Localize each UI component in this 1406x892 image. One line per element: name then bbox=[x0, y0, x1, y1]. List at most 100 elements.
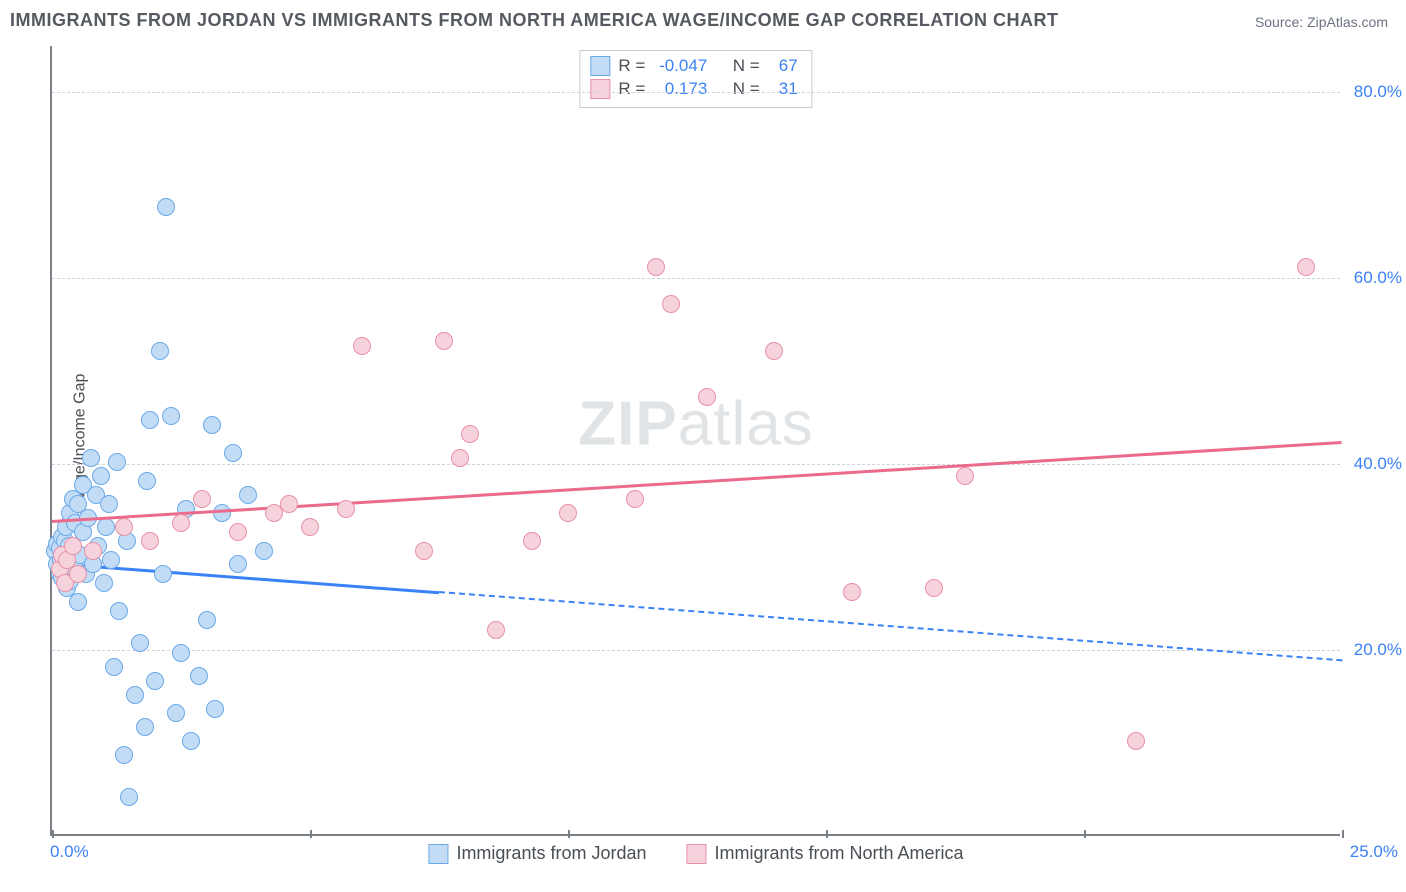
data-point bbox=[239, 486, 257, 504]
y-tick-label: 80.0% bbox=[1346, 82, 1402, 102]
data-point bbox=[765, 342, 783, 360]
correlation-stats-box: R =-0.047 N =67R =0.173 N =31 bbox=[579, 50, 812, 108]
data-point bbox=[172, 514, 190, 532]
data-point bbox=[167, 704, 185, 722]
trend-line bbox=[52, 441, 1342, 523]
y-tick-label: 20.0% bbox=[1346, 640, 1402, 660]
data-point bbox=[97, 518, 115, 536]
data-point bbox=[415, 542, 433, 560]
data-point bbox=[647, 258, 665, 276]
gridline bbox=[52, 278, 1340, 279]
series-swatch bbox=[590, 79, 610, 99]
data-point bbox=[64, 537, 82, 555]
data-point bbox=[126, 686, 144, 704]
data-point bbox=[162, 407, 180, 425]
gridline bbox=[52, 650, 1340, 651]
y-tick-label: 40.0% bbox=[1346, 454, 1402, 474]
x-tick-label: 25.0% bbox=[1350, 842, 1398, 862]
chart-title: IMMIGRANTS FROM JORDAN VS IMMIGRANTS FRO… bbox=[10, 10, 1058, 31]
data-point bbox=[82, 449, 100, 467]
data-point bbox=[84, 542, 102, 560]
legend-item: Immigrants from Jordan bbox=[428, 843, 646, 864]
x-tick bbox=[310, 830, 312, 838]
data-point bbox=[102, 551, 120, 569]
r-value: 0.173 bbox=[653, 78, 707, 101]
data-point bbox=[206, 700, 224, 718]
data-point bbox=[843, 583, 861, 601]
legend-label: Immigrants from Jordan bbox=[456, 843, 646, 864]
data-point bbox=[662, 295, 680, 313]
data-point bbox=[110, 602, 128, 620]
data-point bbox=[255, 542, 273, 560]
data-point bbox=[95, 574, 113, 592]
n-value: 67 bbox=[768, 55, 798, 78]
data-point bbox=[69, 593, 87, 611]
data-point bbox=[224, 444, 242, 462]
data-point bbox=[559, 504, 577, 522]
data-point bbox=[1297, 258, 1315, 276]
stats-row: R =-0.047 N =67 bbox=[590, 55, 797, 78]
data-point bbox=[203, 416, 221, 434]
r-label: R = bbox=[618, 78, 645, 101]
data-point bbox=[172, 644, 190, 662]
n-value: 31 bbox=[768, 78, 798, 101]
data-point bbox=[115, 746, 133, 764]
data-point bbox=[461, 425, 479, 443]
data-point bbox=[146, 672, 164, 690]
gridline bbox=[52, 92, 1340, 93]
data-point bbox=[523, 532, 541, 550]
data-point bbox=[190, 667, 208, 685]
x-tick bbox=[568, 830, 570, 838]
data-point bbox=[198, 611, 216, 629]
data-point bbox=[229, 523, 247, 541]
data-point bbox=[154, 565, 172, 583]
data-point bbox=[182, 732, 200, 750]
data-point bbox=[157, 198, 175, 216]
x-tick bbox=[52, 830, 54, 838]
data-point bbox=[120, 788, 138, 806]
data-point bbox=[141, 532, 159, 550]
series-swatch bbox=[687, 844, 707, 864]
data-point bbox=[1127, 732, 1145, 750]
n-label: N = bbox=[733, 78, 760, 101]
data-point bbox=[451, 449, 469, 467]
source-link[interactable]: ZipAtlas.com bbox=[1307, 14, 1388, 30]
r-label: R = bbox=[618, 55, 645, 78]
data-point bbox=[925, 579, 943, 597]
x-tick bbox=[1084, 830, 1086, 838]
data-point bbox=[151, 342, 169, 360]
data-point bbox=[301, 518, 319, 536]
data-point bbox=[115, 518, 133, 536]
data-point bbox=[229, 555, 247, 573]
stats-row: R = 0.173 N = 31 bbox=[590, 78, 797, 101]
y-tick-label: 60.0% bbox=[1346, 268, 1402, 288]
data-point bbox=[131, 634, 149, 652]
series-swatch bbox=[590, 56, 610, 76]
data-point bbox=[487, 621, 505, 639]
x-tick bbox=[826, 830, 828, 838]
data-point bbox=[698, 388, 716, 406]
plot-area: Wage/Income Gap ZIPatlas R =-0.047 N =67… bbox=[50, 46, 1340, 836]
data-point bbox=[108, 453, 126, 471]
legend: Immigrants from Jordan Immigrants from No… bbox=[428, 843, 963, 864]
series-swatch bbox=[428, 844, 448, 864]
data-point bbox=[138, 472, 156, 490]
source-prefix: Source: bbox=[1255, 14, 1307, 30]
data-point bbox=[626, 490, 644, 508]
data-point bbox=[353, 337, 371, 355]
data-point bbox=[136, 718, 154, 736]
data-point bbox=[213, 504, 231, 522]
legend-label: Immigrants from North America bbox=[715, 843, 964, 864]
legend-item: Immigrants from North America bbox=[687, 843, 964, 864]
data-point bbox=[280, 495, 298, 513]
n-label: N = bbox=[733, 55, 760, 78]
data-point bbox=[100, 495, 118, 513]
data-point bbox=[69, 565, 87, 583]
chart-container: IMMIGRANTS FROM JORDAN VS IMMIGRANTS FRO… bbox=[0, 0, 1406, 892]
data-point bbox=[141, 411, 159, 429]
x-tick bbox=[1342, 830, 1344, 838]
data-point bbox=[956, 467, 974, 485]
data-point bbox=[105, 658, 123, 676]
data-point bbox=[193, 490, 211, 508]
watermark-bold: ZIP bbox=[578, 390, 677, 459]
